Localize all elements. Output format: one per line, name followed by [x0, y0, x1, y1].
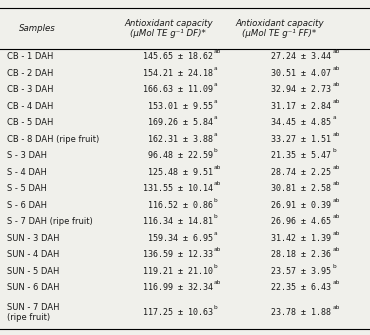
Text: 116.52 ± 0.86: 116.52 ± 0.86: [148, 201, 213, 210]
Text: CB - 2 DAH: CB - 2 DAH: [7, 69, 54, 78]
Text: b: b: [214, 305, 218, 310]
Text: 28.74 ± 2.25: 28.74 ± 2.25: [271, 168, 331, 177]
Text: ab: ab: [332, 280, 340, 285]
Text: 96.48 ± 22.59: 96.48 ± 22.59: [143, 151, 213, 160]
Text: ab: ab: [332, 198, 340, 203]
Text: a: a: [214, 231, 218, 236]
Text: Samples: Samples: [18, 24, 56, 33]
Text: 117.25 ± 10.63: 117.25 ± 10.63: [143, 308, 213, 317]
Text: 125.48 ± 9.51: 125.48 ± 9.51: [148, 168, 213, 177]
Text: 31.42 ± 1.39: 31.42 ± 1.39: [271, 234, 331, 243]
Text: a: a: [214, 82, 218, 87]
Text: a: a: [214, 99, 218, 104]
Text: 26.91 ± 0.39: 26.91 ± 0.39: [271, 201, 331, 210]
Text: 30.51 ± 4.07: 30.51 ± 4.07: [271, 69, 331, 78]
Text: ab: ab: [332, 132, 340, 137]
Text: Antioxidant capacity
(μMol TE g⁻¹ DF)*: Antioxidant capacity (μMol TE g⁻¹ DF)*: [124, 19, 213, 38]
Text: b: b: [214, 264, 218, 269]
Text: b: b: [214, 198, 218, 203]
Text: ab: ab: [332, 82, 340, 87]
Text: b: b: [214, 148, 218, 153]
Text: 154.21 ± 24.18: 154.21 ± 24.18: [143, 69, 213, 78]
Text: S - 5 DAH: S - 5 DAH: [7, 184, 47, 193]
Text: 31.17 ± 2.84: 31.17 ± 2.84: [271, 102, 331, 111]
Text: ab: ab: [332, 165, 340, 170]
Text: 23.57 ± 3.95: 23.57 ± 3.95: [271, 267, 331, 276]
Text: CB - 1 DAH: CB - 1 DAH: [7, 52, 54, 61]
Text: 32.94 ± 2.73: 32.94 ± 2.73: [271, 85, 331, 94]
Text: a: a: [214, 132, 218, 137]
Text: ab: ab: [214, 181, 221, 186]
Text: SUN - 6 DAH: SUN - 6 DAH: [7, 283, 60, 292]
Text: ab: ab: [214, 165, 221, 170]
Text: S - 6 DAH: S - 6 DAH: [7, 201, 47, 210]
Text: 26.96 ± 4.65: 26.96 ± 4.65: [271, 217, 331, 226]
Text: 34.45 ± 4.85: 34.45 ± 4.85: [271, 118, 331, 127]
Text: 23.78 ± 1.88: 23.78 ± 1.88: [271, 308, 331, 317]
Text: 27.24 ± 3.44: 27.24 ± 3.44: [271, 52, 331, 61]
Text: 30.81 ± 2.58: 30.81 ± 2.58: [271, 184, 331, 193]
Text: 33.27 ± 1.51: 33.27 ± 1.51: [271, 135, 331, 144]
Text: ab: ab: [332, 214, 340, 219]
Text: ab: ab: [332, 66, 340, 71]
Text: a: a: [332, 115, 336, 120]
Text: 136.59 ± 12.33: 136.59 ± 12.33: [143, 250, 213, 259]
Text: 159.34 ± 6.95: 159.34 ± 6.95: [148, 234, 213, 243]
Text: 131.55 ± 10.14: 131.55 ± 10.14: [143, 184, 213, 193]
Text: Antioxidant capacity
(μMol TE g⁻¹ FF)*: Antioxidant capacity (μMol TE g⁻¹ FF)*: [235, 19, 324, 38]
Text: 153.01 ± 9.55: 153.01 ± 9.55: [148, 102, 213, 111]
Text: SUN - 7 DAH
(ripe fruit): SUN - 7 DAH (ripe fruit): [7, 303, 60, 322]
Text: b: b: [332, 264, 336, 269]
Text: SUN - 4 DAH: SUN - 4 DAH: [7, 250, 60, 259]
Text: ab: ab: [332, 99, 340, 104]
Text: 28.18 ± 2.36: 28.18 ± 2.36: [271, 250, 331, 259]
Text: 166.63 ± 11.09: 166.63 ± 11.09: [143, 85, 213, 94]
Text: 116.99 ± 32.34: 116.99 ± 32.34: [143, 283, 213, 292]
Text: CB - 3 DAH: CB - 3 DAH: [7, 85, 54, 94]
Text: CB - 8 DAH (ripe fruit): CB - 8 DAH (ripe fruit): [7, 135, 100, 144]
Text: b: b: [214, 214, 218, 219]
Text: ab: ab: [332, 181, 340, 186]
Text: CB - 4 DAH: CB - 4 DAH: [7, 102, 54, 111]
Text: CB - 5 DAH: CB - 5 DAH: [7, 118, 54, 127]
Text: 145.65 ± 18.62: 145.65 ± 18.62: [143, 52, 213, 61]
Text: 162.31 ± 3.88: 162.31 ± 3.88: [148, 135, 213, 144]
Text: S - 7 DAH (ripe fruit): S - 7 DAH (ripe fruit): [7, 217, 93, 226]
Text: ab: ab: [332, 231, 340, 236]
Text: S - 4 DAH: S - 4 DAH: [7, 168, 47, 177]
Text: ab: ab: [214, 247, 221, 252]
Text: SUN - 3 DAH: SUN - 3 DAH: [7, 234, 60, 243]
Text: ab: ab: [332, 247, 340, 252]
Text: ab: ab: [332, 49, 340, 54]
Text: ab: ab: [214, 49, 221, 54]
Text: a: a: [214, 66, 218, 71]
Text: 22.35 ± 6.43: 22.35 ± 6.43: [271, 283, 331, 292]
Text: 169.26 ± 5.84: 169.26 ± 5.84: [148, 118, 213, 127]
Text: a: a: [214, 115, 218, 120]
Text: 119.21 ± 21.10: 119.21 ± 21.10: [143, 267, 213, 276]
Text: b: b: [332, 148, 336, 153]
Text: ab: ab: [214, 280, 221, 285]
Text: 21.35 ± 5.47: 21.35 ± 5.47: [271, 151, 331, 160]
Text: ab: ab: [332, 305, 340, 310]
Text: SUN - 5 DAH: SUN - 5 DAH: [7, 267, 60, 276]
Text: 116.34 ± 14.81: 116.34 ± 14.81: [143, 217, 213, 226]
Text: S - 3 DAH: S - 3 DAH: [7, 151, 47, 160]
